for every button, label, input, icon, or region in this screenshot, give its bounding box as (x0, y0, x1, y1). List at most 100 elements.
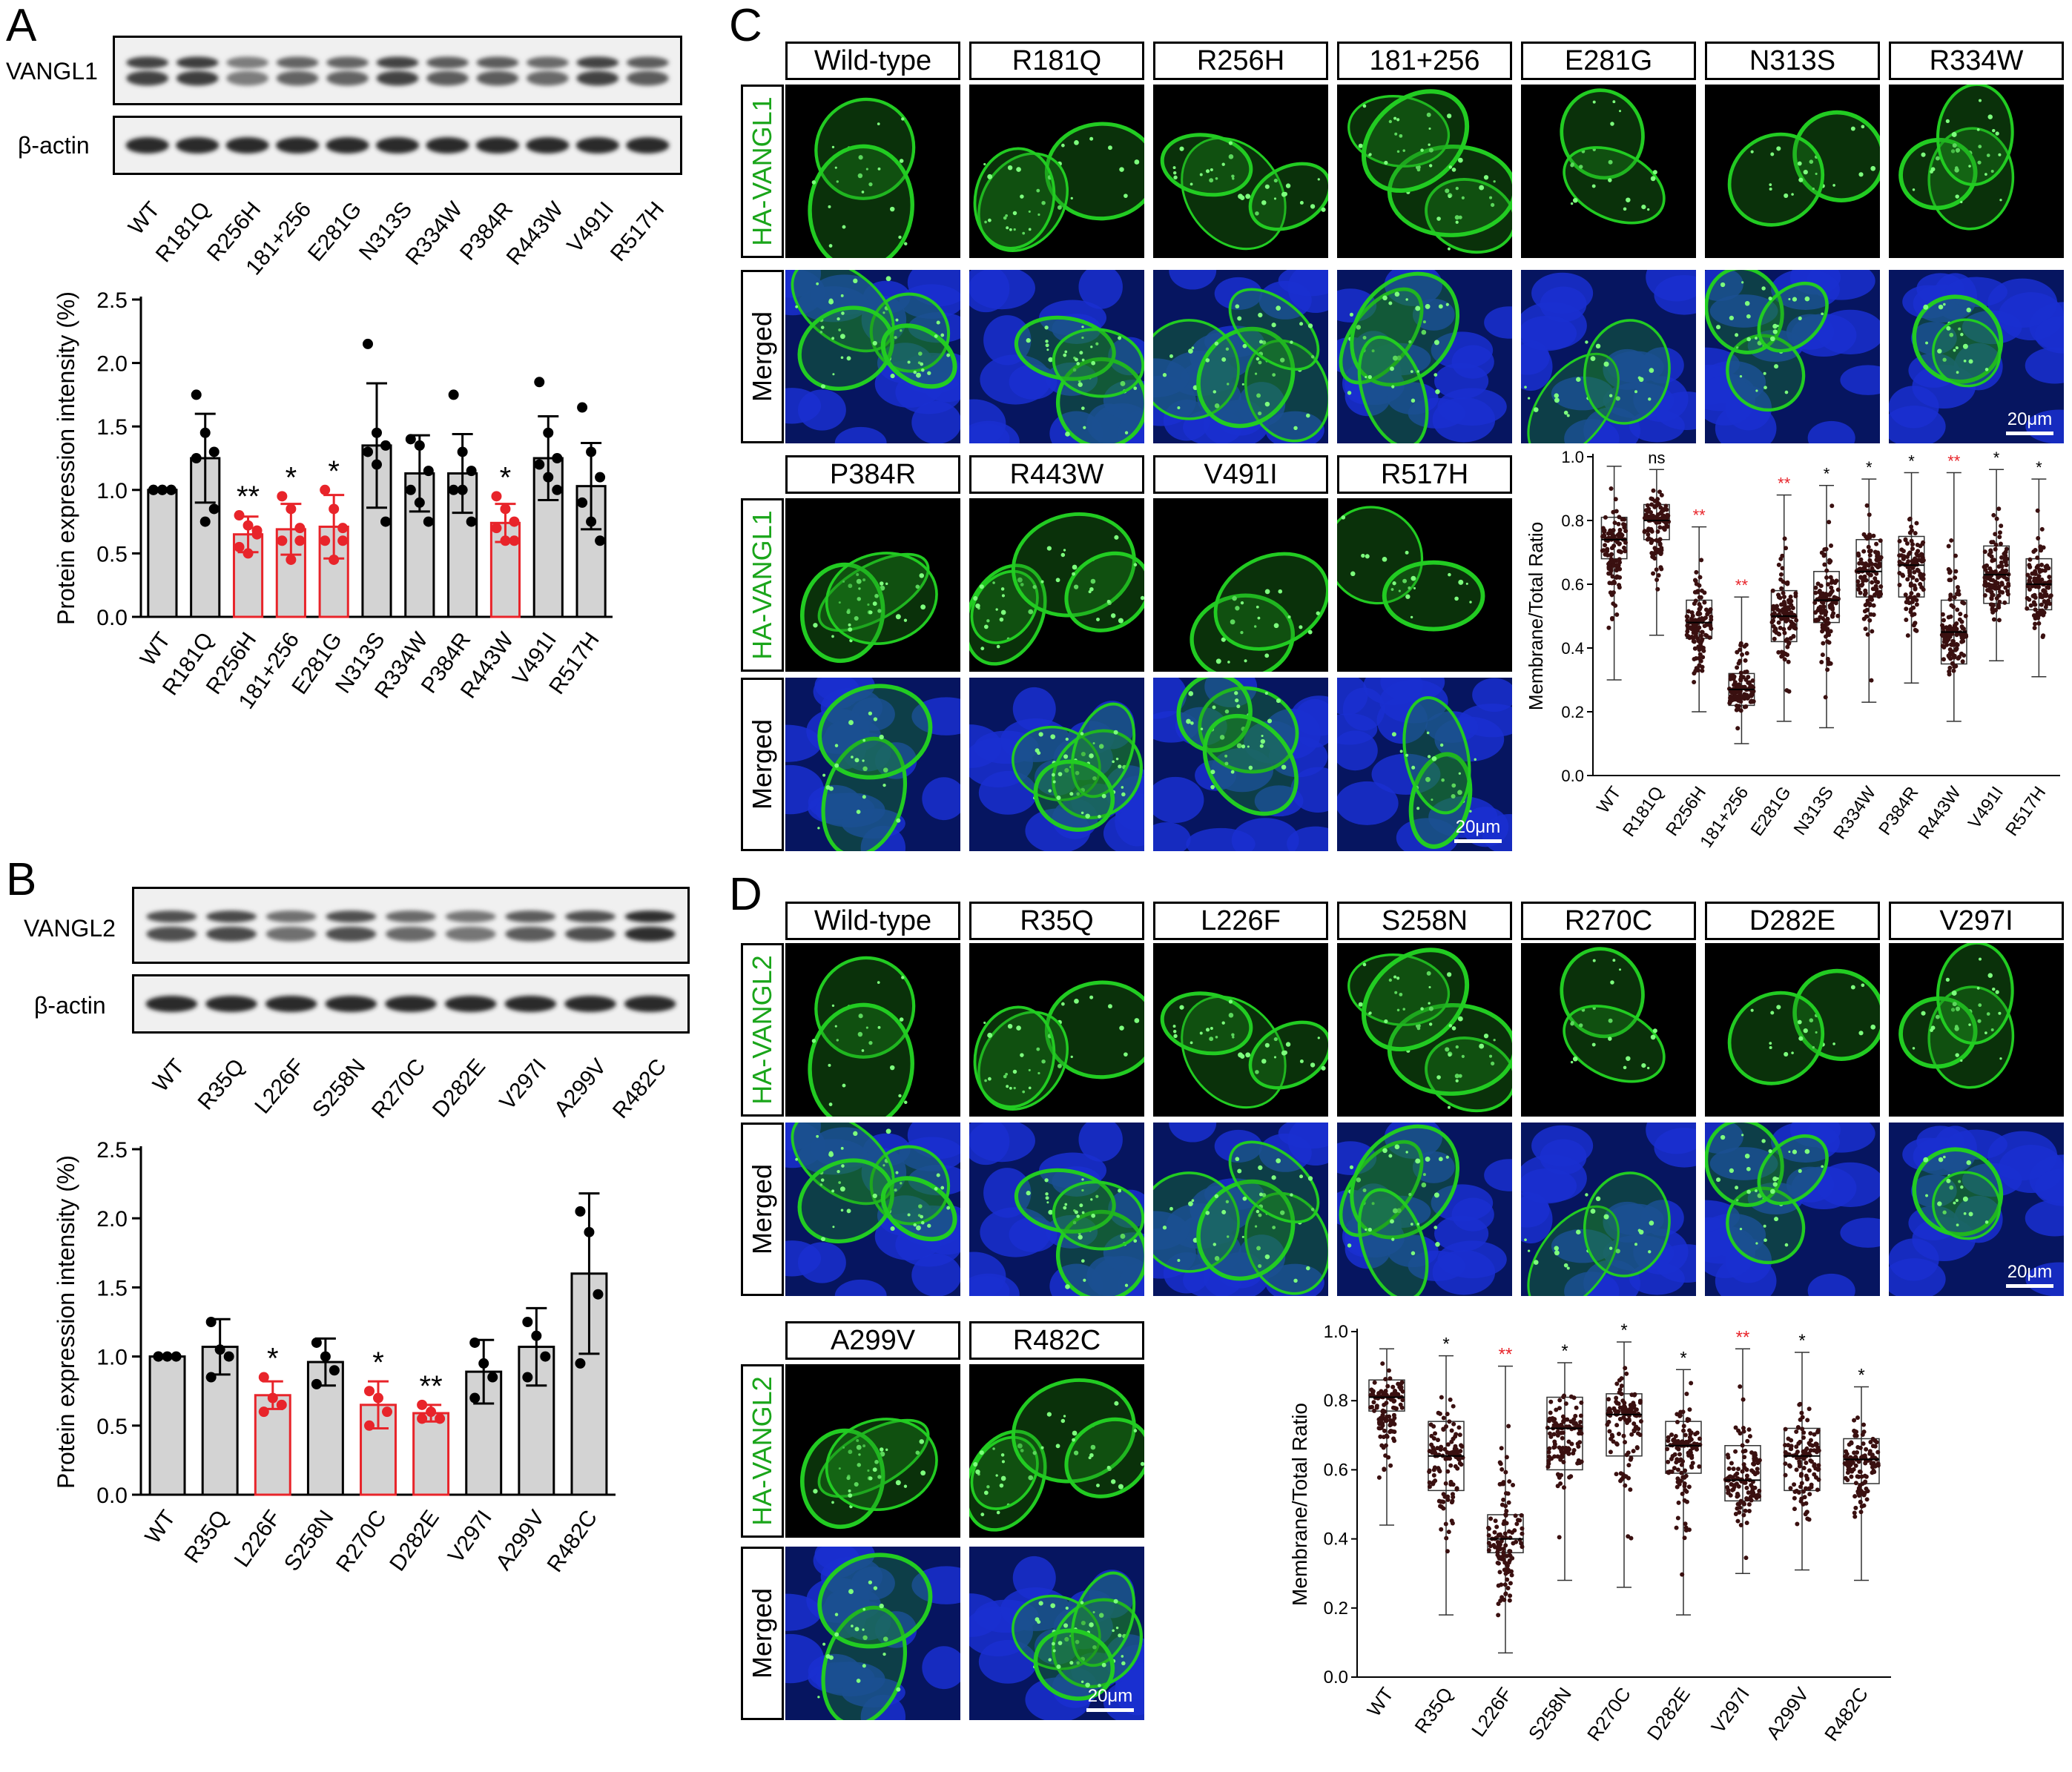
data-point (1675, 1420, 1680, 1425)
vesicle (858, 1014, 863, 1019)
vesicle (1416, 370, 1420, 373)
vesicle (1215, 658, 1221, 664)
vesicle (1255, 211, 1259, 216)
data-point (1850, 1460, 1855, 1465)
scale-bar-label: 20μm (2007, 409, 2053, 429)
vesicle (1603, 1214, 1609, 1220)
data-point (1427, 1484, 1432, 1490)
vesicle (1310, 204, 1316, 209)
nucleus (1583, 407, 1640, 443)
vesicle (1955, 148, 1961, 153)
vesicle (1257, 616, 1261, 620)
vesicle (1769, 187, 1772, 191)
vesicle (1455, 1045, 1459, 1049)
data-point (1783, 1426, 1788, 1432)
data-point (1789, 610, 1794, 615)
data-point (1913, 531, 1918, 536)
vesicle (1205, 1028, 1210, 1032)
vesicle (856, 1444, 862, 1450)
vesicle (1074, 139, 1079, 145)
data-point (1439, 1527, 1444, 1532)
vesicle (1791, 193, 1794, 196)
data-point (1742, 1480, 1747, 1485)
vesicle (1572, 197, 1578, 203)
scale-bar-label: 20μm (1455, 817, 1501, 837)
vesicle (1962, 343, 1968, 349)
vesicle (1792, 1149, 1798, 1154)
vesicle (842, 1446, 845, 1449)
vesicle (1937, 1201, 1942, 1206)
data-point (1873, 1464, 1878, 1469)
data-point (1805, 1516, 1810, 1521)
data-point (1548, 1399, 1554, 1404)
data-point (1692, 578, 1697, 583)
vesicle (868, 1580, 873, 1584)
data-point (1498, 1599, 1503, 1604)
cell-outline (1527, 352, 1620, 443)
data-point (1729, 1482, 1734, 1487)
data-point (1694, 1447, 1699, 1452)
vesicle (1415, 305, 1421, 311)
data-point (1629, 1535, 1634, 1541)
vesicle (1256, 1246, 1261, 1251)
merged-image (969, 678, 1144, 851)
data-point (1617, 549, 1622, 554)
image-header: R443W (969, 455, 1144, 494)
data-point (1757, 1494, 1762, 1499)
vesicle (1416, 1223, 1420, 1226)
fluorescence-image (1153, 85, 1328, 258)
vesicle (1214, 1256, 1220, 1261)
x-tick-label: R482C (1820, 1683, 1873, 1745)
y-tick-label: 0.0 (96, 606, 128, 630)
data-point (1826, 582, 1831, 587)
vesicle (1118, 1189, 1122, 1193)
vesicle (1803, 1028, 1808, 1034)
vesicle (1445, 303, 1449, 306)
vesicle (1113, 730, 1118, 735)
vesicle (1078, 1234, 1083, 1240)
vesicle (857, 173, 863, 179)
data-point (380, 440, 391, 451)
nucleus (1025, 1677, 1091, 1720)
data-point (1941, 657, 1946, 662)
data-point (1686, 1527, 1692, 1533)
cell-outline (825, 552, 938, 646)
data-point (1442, 1447, 1448, 1452)
data-point (1958, 612, 1963, 617)
data-point (1807, 1406, 1812, 1412)
data-point (1442, 1494, 1448, 1499)
vesicle (1791, 1051, 1794, 1054)
data-point (1677, 1414, 1683, 1419)
vesicle (1368, 153, 1372, 156)
vesicle (1563, 1263, 1568, 1268)
nucleus (797, 1242, 846, 1283)
data-point (1546, 1449, 1551, 1455)
data-point (1988, 602, 1993, 607)
data-point (1862, 592, 1867, 597)
bar (147, 489, 178, 618)
data-point (1949, 538, 1954, 543)
data-point (509, 516, 520, 527)
nucleus (1484, 306, 1512, 339)
data-point (1948, 594, 1953, 599)
panel-letter-d: D (729, 869, 762, 920)
data-point (1912, 595, 1917, 600)
data-point (1506, 1560, 1511, 1565)
x-tick-label: V297I (1706, 1683, 1754, 1737)
data-point (165, 484, 176, 495)
data-point (1912, 583, 1917, 588)
fluorescence-image (1705, 85, 1880, 258)
fluorescence-image (785, 943, 960, 1117)
data-point (1984, 563, 1989, 569)
vesicle (1479, 1043, 1485, 1049)
data-point (251, 529, 263, 540)
vesicle (1321, 1065, 1326, 1071)
vesicle (1832, 184, 1835, 187)
vesicle (1858, 1031, 1864, 1036)
vesicle (857, 1031, 863, 1037)
vesicle (1090, 346, 1093, 348)
vesicle (1200, 727, 1204, 730)
data-point (1950, 661, 1956, 667)
vesicle (1081, 1189, 1084, 1192)
nucleus (969, 1123, 1035, 1163)
